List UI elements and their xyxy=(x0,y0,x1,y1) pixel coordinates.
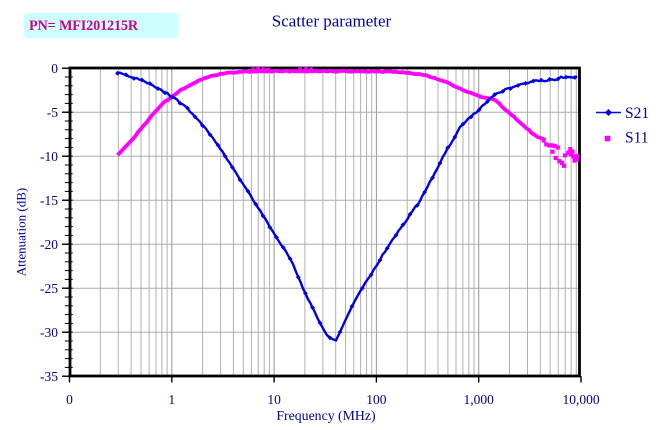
svg-text:-15: -15 xyxy=(40,193,58,208)
svg-text:10,000: 10,000 xyxy=(562,392,599,407)
svg-text:-5: -5 xyxy=(47,105,58,120)
svg-text:S11: S11 xyxy=(625,129,649,146)
svg-text:S21: S21 xyxy=(625,105,649,122)
svg-text:1: 1 xyxy=(168,392,175,407)
svg-text:Scatter parameter: Scatter parameter xyxy=(272,12,392,31)
svg-text:Attenuation (dB): Attenuation (dB) xyxy=(14,188,29,276)
svg-text:0: 0 xyxy=(51,61,58,76)
svg-text:-20: -20 xyxy=(40,237,58,252)
svg-text:-10: -10 xyxy=(40,149,58,164)
svg-text:-35: -35 xyxy=(40,369,58,384)
svg-text:100: 100 xyxy=(366,392,387,407)
svg-text:1,000: 1,000 xyxy=(464,392,495,407)
svg-text:PN= MFI201215R: PN= MFI201215R xyxy=(29,18,139,34)
svg-text:10: 10 xyxy=(267,392,281,407)
svg-text:-30: -30 xyxy=(40,325,58,340)
svg-text:Frequency (MHz): Frequency (MHz) xyxy=(276,408,375,424)
svg-text:-25: -25 xyxy=(40,281,58,296)
svg-text:0: 0 xyxy=(66,392,73,407)
